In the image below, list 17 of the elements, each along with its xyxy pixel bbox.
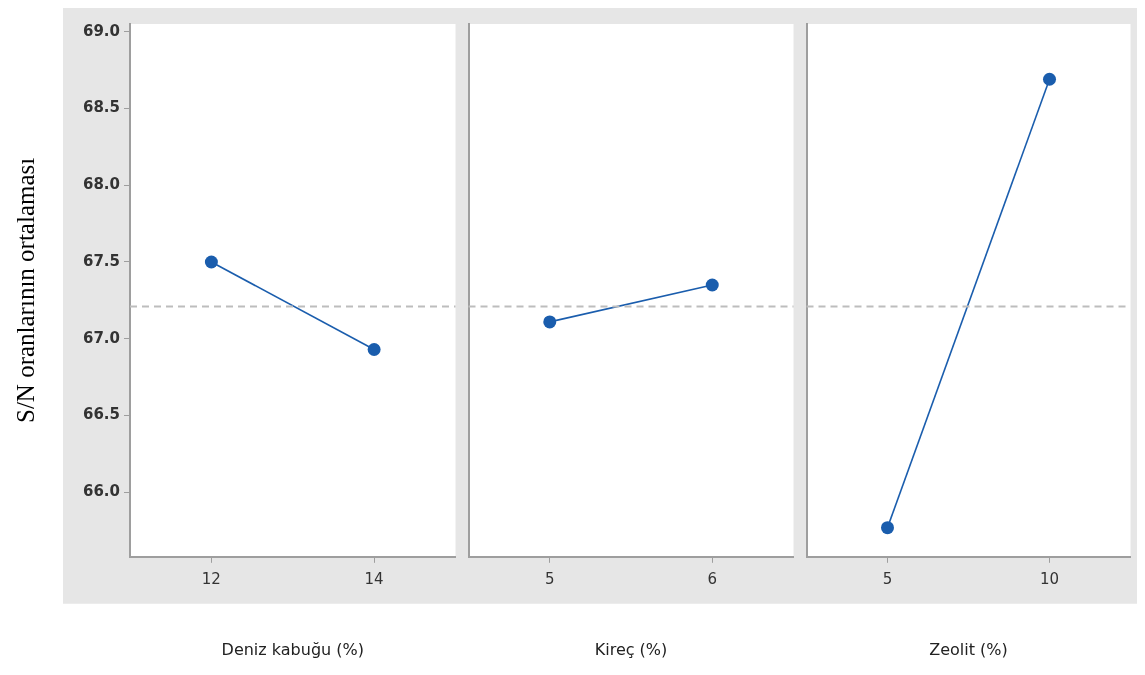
- y-tick-label: 68.0: [82, 175, 120, 194]
- x-tick-label: 10: [1039, 569, 1060, 588]
- x-tick-label: 5: [544, 569, 555, 588]
- y-axis-title: S/N oranlarının ortalaması: [11, 157, 39, 424]
- y-tick-label: 69.0: [82, 21, 120, 40]
- x-axis-title: Zeolit (%): [929, 639, 1008, 659]
- x-tick-label: 12: [201, 569, 221, 588]
- x-tick-label: 14: [364, 569, 384, 588]
- y-tick-label: 67.5: [82, 251, 120, 270]
- x-axis-title: Kireç (%): [594, 639, 668, 659]
- x-tick-label: 5: [882, 569, 893, 588]
- x-axis-title: Deniz kabuğu (%): [221, 639, 364, 659]
- x-tick-label: 6: [707, 569, 718, 588]
- y-tick-label: 67.0: [82, 328, 120, 347]
- y-tick-label: 66.5: [82, 405, 120, 424]
- y-tick-label: 68.5: [82, 98, 120, 117]
- y-tick-label: 66.0: [82, 482, 120, 501]
